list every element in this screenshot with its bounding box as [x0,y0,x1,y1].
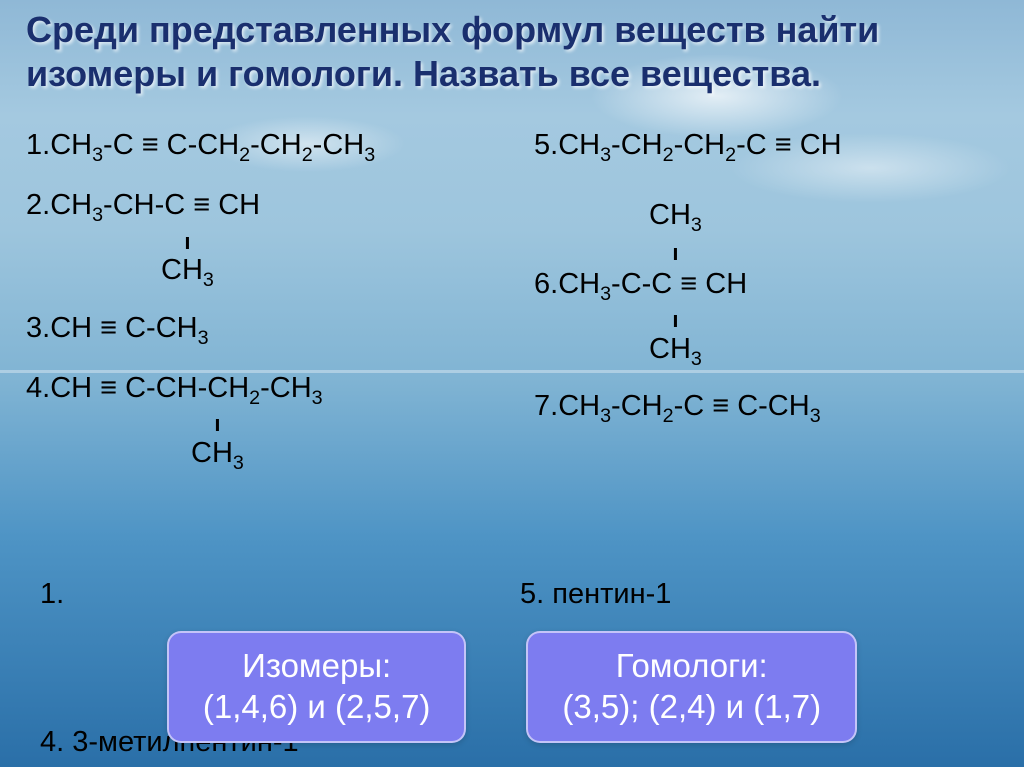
left-column: 1.CH3-C ≡ C-CH2-CH2-CH3 2.CH3-CH-C ≡ CH … [26,126,490,492]
formula-2: 2.CH3-CH-C ≡ CH [26,186,490,228]
formula-1-main: CH3-C ≡ C-CH2-CH2-CH3 [50,129,375,161]
homologs-box: Гомологи: (3,5); (2,4) и (1,7) [526,631,857,744]
isomers-body: (1,4,6) и (2,5,7) [203,686,431,727]
title-line-2: изомеры и гомологи. Назвать все вещества… [26,53,821,94]
formula-6-above-text: CH3 [649,199,702,231]
formula-2-branch: ı CH3 [26,225,490,291]
answer-5-partial: 5. пентин-1 [520,578,671,611]
formula-2-main: CH3-CH-C ≡ CH [50,189,260,221]
formula-3-num: 3. [26,312,50,344]
formula-6-above: CH3 ı [534,200,998,271]
bond-icon: ı [214,411,220,436]
formula-2-num: 2. [26,189,50,221]
formula-6-num: 6. [534,268,558,300]
formula-1: 1.CH3-C ≡ C-CH2-CH2-CH3 [26,126,490,168]
answer-1-partial: 1. [40,578,64,611]
homologs-body: (3,5); (2,4) и (1,7) [562,686,821,727]
formula-6-main: CH3-C-C ≡ CH [558,268,747,300]
formula-7-main: CH3-CH2-C ≡ C-CH3 [558,390,820,422]
formula-6-branch: ı CH3 [534,303,998,369]
bond-icon: ı [672,307,678,332]
formula-7-num: 7. [534,390,558,422]
formula-3: 3.CH ≡ C-CH3 [26,309,490,351]
answer-boxes: Изомеры: (1,4,6) и (2,5,7) Гомологи: (3,… [0,631,1024,744]
formula-4-num: 4. [26,372,50,404]
formula-columns: 1.CH3-C ≡ C-CH2-CH2-CH3 2.CH3-CH-C ≡ CH … [26,126,998,492]
homologs-title: Гомологи: [562,645,821,686]
formula-7: 7.CH3-CH2-C ≡ C-CH3 [534,387,998,429]
formula-1-num: 1. [26,129,50,161]
bond-icon: ı [672,240,678,265]
formula-4: 4.CH ≡ C-CH-CH2-CH3 [26,369,490,411]
formula-6-branch-text: CH3 [649,333,702,365]
formula-6: 6.CH3-C-C ≡ CH [534,265,998,307]
right-column: 5.CH3-CH2-CH2-C ≡ CH CH3 ı 6.CH3-C-C ≡ C… [534,126,998,492]
isomers-box: Изомеры: (1,4,6) и (2,5,7) [167,631,467,744]
formula-4-branch-text: CH3 [191,437,244,469]
formula-4-branch: ı CH3 [26,407,490,473]
formula-5-num: 5. [534,129,558,161]
formula-4-main: CH ≡ C-CH-CH2-CH3 [50,372,322,404]
isomers-title: Изомеры: [203,645,431,686]
formula-5: 5.CH3-CH2-CH2-C ≡ CH [534,126,998,168]
title-line-1: Среди представленных формул веществ найт… [26,9,879,50]
formula-2-branch-text: CH3 [161,254,214,286]
slide-content: Среди представленных формул веществ найт… [0,0,1024,491]
slide-title: Среди представленных формул веществ найт… [26,8,998,96]
formula-3-main: CH ≡ C-CH3 [50,312,208,344]
formula-5-main: CH3-CH2-CH2-C ≡ CH [558,129,841,161]
bond-icon: ı [184,229,190,254]
